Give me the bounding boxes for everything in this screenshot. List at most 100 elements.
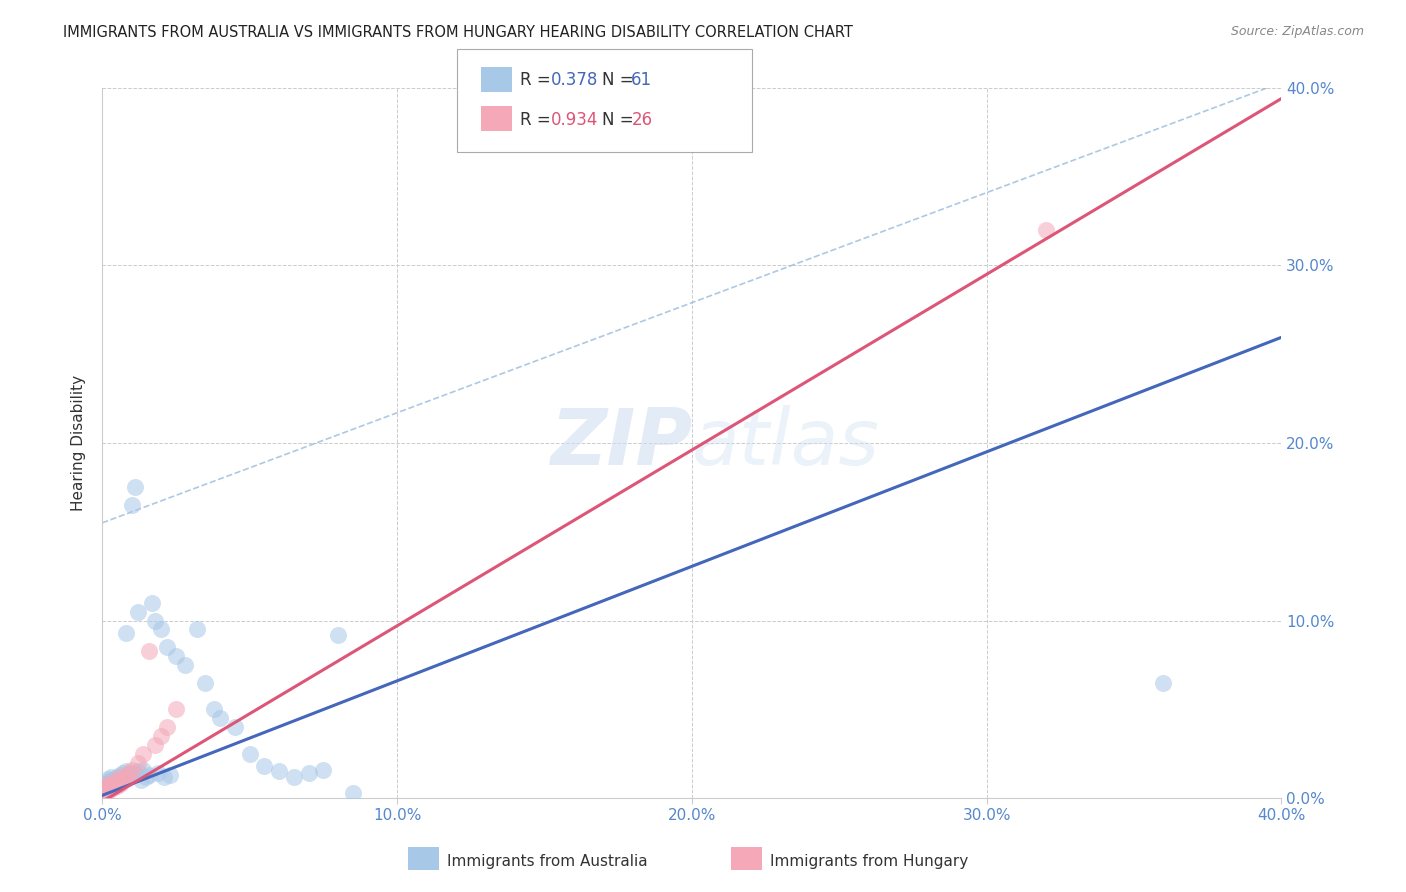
Point	[108, 775, 131, 789]
Point	[114, 764, 136, 779]
Point	[114, 770, 136, 784]
Text: IMMIGRANTS FROM AUSTRALIA VS IMMIGRANTS FROM HUNGARY HEARING DISABILITY CORRELAT: IMMIGRANTS FROM AUSTRALIA VS IMMIGRANTS …	[63, 25, 853, 40]
Point	[186, 623, 208, 637]
Point	[165, 702, 187, 716]
Point	[94, 782, 117, 797]
Point	[127, 605, 149, 619]
Text: 61: 61	[631, 70, 652, 88]
Point	[150, 729, 173, 743]
Point	[138, 768, 160, 782]
Point	[297, 766, 319, 780]
Point	[127, 756, 149, 770]
Point	[103, 780, 125, 795]
Point	[114, 626, 136, 640]
Point	[94, 779, 117, 793]
Point	[153, 770, 176, 784]
Point	[97, 779, 120, 793]
Point	[108, 770, 131, 784]
Point	[105, 770, 128, 784]
Point	[132, 763, 155, 777]
Point	[141, 596, 163, 610]
Text: N =: N =	[602, 111, 638, 128]
Point	[100, 779, 122, 793]
Point	[132, 747, 155, 761]
Point	[100, 777, 122, 791]
Text: Immigrants from Hungary: Immigrants from Hungary	[770, 855, 969, 869]
Point	[108, 768, 131, 782]
Point	[103, 772, 125, 786]
Point	[121, 763, 143, 777]
Point	[111, 766, 134, 780]
Point	[105, 773, 128, 788]
Text: R =: R =	[520, 111, 557, 128]
Point	[312, 763, 335, 777]
Point	[121, 498, 143, 512]
Point	[124, 480, 146, 494]
Point	[124, 766, 146, 780]
Point	[138, 643, 160, 657]
Point	[127, 764, 149, 779]
Point	[111, 773, 134, 788]
Point	[202, 702, 225, 716]
Point	[97, 782, 120, 797]
Text: 0.934: 0.934	[551, 111, 599, 128]
Point	[100, 780, 122, 795]
Point	[326, 628, 349, 642]
Point	[97, 780, 120, 795]
Point	[111, 770, 134, 784]
Point	[103, 775, 125, 789]
Point	[143, 738, 166, 752]
Point	[209, 711, 232, 725]
Point	[105, 777, 128, 791]
Text: Immigrants from Australia: Immigrants from Australia	[447, 855, 648, 869]
Text: ZIP: ZIP	[550, 405, 692, 481]
Text: Source: ZipAtlas.com: Source: ZipAtlas.com	[1230, 25, 1364, 38]
Point	[118, 766, 141, 780]
Point	[1035, 223, 1057, 237]
Point	[118, 770, 141, 784]
Point	[108, 777, 131, 791]
Point	[1153, 675, 1175, 690]
Point	[105, 773, 128, 788]
Text: atlas: atlas	[692, 405, 880, 481]
Point	[150, 623, 173, 637]
Point	[100, 782, 122, 797]
Point	[267, 764, 290, 779]
Point	[97, 784, 120, 798]
Point	[156, 720, 179, 734]
Point	[156, 640, 179, 655]
Point	[97, 777, 120, 791]
Point	[165, 648, 187, 663]
Text: N =: N =	[602, 70, 638, 88]
Point	[194, 675, 217, 690]
Point	[103, 779, 125, 793]
Point	[253, 759, 276, 773]
Point	[114, 772, 136, 786]
Text: R =: R =	[520, 70, 557, 88]
Point	[148, 766, 170, 780]
Point	[103, 775, 125, 789]
Point	[100, 773, 122, 788]
Point	[111, 773, 134, 788]
Text: 0.378: 0.378	[551, 70, 599, 88]
Point	[118, 766, 141, 780]
Point	[121, 768, 143, 782]
Point	[94, 777, 117, 791]
Point	[94, 784, 117, 798]
Point	[135, 770, 157, 784]
Point	[97, 772, 120, 786]
Point	[143, 614, 166, 628]
Text: 26: 26	[631, 111, 652, 128]
Point	[100, 770, 122, 784]
Point	[108, 772, 131, 786]
Y-axis label: Hearing Disability: Hearing Disability	[72, 375, 86, 511]
Point	[129, 773, 152, 788]
Point	[94, 786, 117, 800]
Point	[342, 786, 364, 800]
Point	[224, 720, 246, 734]
Point	[97, 775, 120, 789]
Point	[239, 747, 262, 761]
Point	[94, 780, 117, 795]
Point	[173, 657, 195, 672]
Point	[105, 779, 128, 793]
